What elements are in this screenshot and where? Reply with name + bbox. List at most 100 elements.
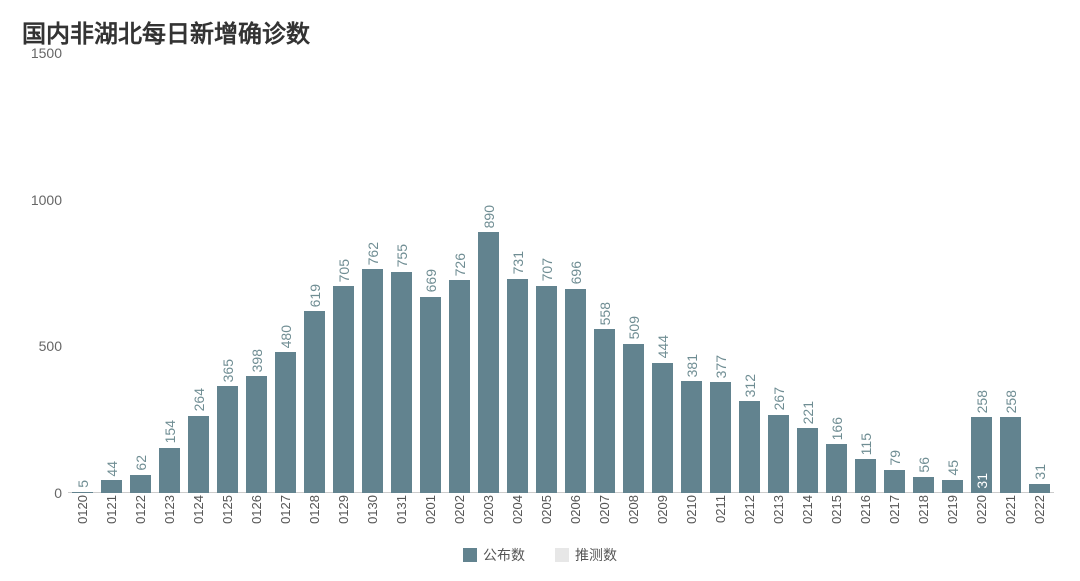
chart-bar xyxy=(710,382,731,493)
bar-value-label: 5 xyxy=(75,480,91,488)
x-tick-label: 0213 xyxy=(771,495,786,524)
bar-slot: 509 xyxy=(619,53,648,493)
x-tick-label: 0201 xyxy=(423,495,438,524)
x-label-slot: 0122 xyxy=(126,495,155,541)
bar-value-label: 381 xyxy=(684,354,700,377)
bar-value-label: 154 xyxy=(162,420,178,443)
x-label-slot: 0126 xyxy=(242,495,271,541)
bar-slot: 398 xyxy=(242,53,271,493)
x-label-slot: 0131 xyxy=(387,495,416,541)
bar-slot: 669 xyxy=(416,53,445,493)
bar-value-label: 619 xyxy=(307,284,323,307)
bar-slot: 726 xyxy=(445,53,474,493)
x-axis-labels: 0120012101220123012401250126012701280129… xyxy=(68,495,1054,541)
bar-slot: 31 xyxy=(1025,53,1054,493)
bar-slot: 890 xyxy=(474,53,503,493)
x-label-slot: 0211 xyxy=(706,495,735,541)
x-label-slot: 0121 xyxy=(97,495,126,541)
bar-value-label: 890 xyxy=(481,205,497,228)
bar-slot: 56 xyxy=(909,53,938,493)
bar-value-label: 45 xyxy=(945,460,961,476)
chart-bar xyxy=(217,386,238,493)
y-tick-label: 0 xyxy=(20,485,62,501)
chart-bar xyxy=(768,415,789,493)
chart-bar xyxy=(246,376,267,493)
y-tick-label: 500 xyxy=(20,338,62,354)
x-tick-label: 0127 xyxy=(278,495,293,524)
bar-slot: 696 xyxy=(561,53,590,493)
bar-value-label: 726 xyxy=(452,253,468,276)
bar-value-label: 705 xyxy=(336,259,352,282)
bar-value-label: 221 xyxy=(800,401,816,424)
bar-value-label: 56 xyxy=(916,457,932,473)
bar-slot: 115 xyxy=(851,53,880,493)
bar-slot: 558 xyxy=(590,53,619,493)
bar-slot: 762 xyxy=(358,53,387,493)
x-label-slot: 0222 xyxy=(1025,495,1054,541)
x-tick-label: 0205 xyxy=(539,495,554,524)
x-label-slot: 0205 xyxy=(532,495,561,541)
bar-slot: 444 xyxy=(648,53,677,493)
bar-value-label: 669 xyxy=(423,269,439,292)
x-label-slot: 0208 xyxy=(619,495,648,541)
chart-bar xyxy=(855,459,876,493)
chart-bar xyxy=(304,311,325,493)
bar-value-label: 258 xyxy=(974,390,990,413)
chart-bar xyxy=(362,269,383,493)
bar-slot: 25831 xyxy=(967,53,996,493)
x-tick-label: 0206 xyxy=(568,495,583,524)
bar-value-label: 731 xyxy=(510,251,526,274)
x-label-slot: 0202 xyxy=(445,495,474,541)
bar-value-label: 267 xyxy=(771,387,787,410)
chart-bar xyxy=(72,492,93,493)
x-tick-label: 0121 xyxy=(104,495,119,524)
chart-bar xyxy=(739,401,760,493)
x-label-slot: 0123 xyxy=(155,495,184,541)
x-label-slot: 0124 xyxy=(184,495,213,541)
x-tick-label: 0203 xyxy=(481,495,496,524)
chart-bar xyxy=(652,363,673,493)
x-tick-label: 0207 xyxy=(597,495,612,524)
bar-value-label: 762 xyxy=(365,242,381,265)
x-tick-label: 0216 xyxy=(858,495,873,524)
x-tick-label: 0129 xyxy=(336,495,351,524)
chart-bar xyxy=(159,448,180,493)
bar-slot: 221 xyxy=(793,53,822,493)
x-tick-label: 0120 xyxy=(75,495,90,524)
x-label-slot: 0221 xyxy=(996,495,1025,541)
chart-bar xyxy=(565,289,586,493)
x-label-slot: 0128 xyxy=(300,495,329,541)
x-label-slot: 0212 xyxy=(735,495,764,541)
x-label-slot: 0203 xyxy=(474,495,503,541)
legend-item-official: 公布数 xyxy=(463,545,525,565)
bar-slot: 44 xyxy=(97,53,126,493)
bar-slot: 264 xyxy=(184,53,213,493)
chart-bar xyxy=(594,329,615,493)
x-label-slot: 0209 xyxy=(648,495,677,541)
x-label-slot: 0219 xyxy=(938,495,967,541)
bar-value-label: 166 xyxy=(829,417,845,440)
bar-value-label: 115 xyxy=(858,433,874,455)
chart-bar xyxy=(333,286,354,493)
bar-value-label: 707 xyxy=(539,258,555,281)
x-label-slot: 0216 xyxy=(851,495,880,541)
bar-slot: 312 xyxy=(735,53,764,493)
bars-group: 5446215426436539848061970576275566972689… xyxy=(68,53,1054,493)
x-tick-label: 0123 xyxy=(162,495,177,524)
chart-bar xyxy=(623,344,644,493)
bar-slot: 377 xyxy=(706,53,735,493)
x-tick-label: 0209 xyxy=(655,495,670,524)
x-tick-label: 0126 xyxy=(249,495,264,524)
chart-bar xyxy=(275,352,296,493)
plot-area: 0500100015005446215426436539848061970576… xyxy=(68,53,1054,493)
chart-bar xyxy=(420,297,441,493)
x-tick-label: 0214 xyxy=(800,495,815,524)
x-label-slot: 0201 xyxy=(416,495,445,541)
bar-value-label: 312 xyxy=(742,374,758,397)
x-tick-label: 0124 xyxy=(191,495,206,524)
chart-bar xyxy=(101,480,122,493)
bar-slot: 79 xyxy=(880,53,909,493)
x-label-slot: 0210 xyxy=(677,495,706,541)
x-tick-label: 0204 xyxy=(510,495,525,524)
bar-value-label: 696 xyxy=(568,261,584,284)
